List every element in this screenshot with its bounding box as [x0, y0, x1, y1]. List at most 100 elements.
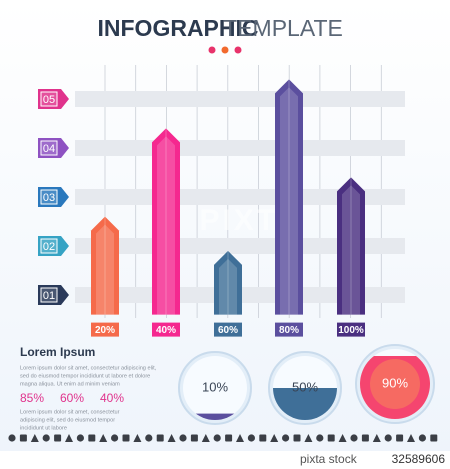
icon: [8, 434, 16, 442]
block-heading: Lorem Ipsum: [20, 345, 95, 359]
gauge-inner: [370, 359, 420, 409]
grid-band: [75, 140, 405, 156]
icon: [111, 434, 119, 442]
icon: [145, 434, 153, 442]
icon: [384, 434, 392, 442]
icon: [304, 434, 313, 442]
y-tick-label: 02: [43, 241, 55, 253]
dot: [221, 46, 229, 54]
footer-id: 32589606: [392, 452, 446, 466]
icon: [201, 434, 210, 442]
bar-face: [219, 258, 237, 315]
icon: [293, 434, 301, 442]
bar-face: [157, 136, 175, 315]
bar: [275, 79, 303, 315]
gauge-fill: [183, 413, 247, 420]
icon: [236, 434, 244, 442]
tick-badge: [38, 285, 69, 305]
icon: [350, 434, 358, 442]
y-tick-label: 03: [43, 192, 55, 204]
icon: [418, 434, 426, 442]
tick-badge-inner: [40, 91, 58, 107]
tick-badge: [38, 89, 69, 109]
tick-badge-inner: [40, 238, 58, 254]
paragraph-line: adipiscing elit, sed do eiusmod tempor: [20, 417, 115, 423]
gauge-label: 90%: [382, 375, 408, 390]
paragraph-line: sed do eiusmod tempor incididunt ut labo…: [20, 373, 150, 379]
category-box: [214, 322, 242, 337]
icon: [54, 434, 62, 442]
icon: [282, 434, 290, 442]
icon: [247, 434, 255, 442]
gauge-label: 50%: [292, 379, 318, 394]
y-tick-label: 04: [43, 143, 55, 155]
bar-face: [96, 224, 114, 315]
icon: [30, 434, 39, 442]
stat: 60%: [60, 391, 84, 405]
gauge-label: 10%: [202, 379, 228, 394]
tick-badge-inner: [40, 287, 58, 303]
category-box: [91, 322, 119, 337]
dot: [208, 46, 216, 54]
icon: [361, 434, 369, 442]
icon: [65, 434, 73, 442]
title-light: TEMPLATE: [223, 15, 343, 41]
icon: [430, 434, 438, 442]
icon: [99, 434, 108, 442]
icon: [122, 434, 130, 442]
icon-row: [8, 434, 438, 442]
grid-band: [75, 91, 405, 107]
tick-badge: [38, 187, 69, 207]
icon: [270, 434, 279, 442]
icon: [88, 434, 96, 442]
icon: [372, 434, 381, 442]
x-tick-label: 40%: [156, 325, 176, 336]
footer-strip: [0, 451, 450, 469]
icon: [338, 434, 347, 442]
x-tick-label: 80%: [279, 325, 299, 336]
bar: [214, 250, 242, 315]
category-box: [337, 322, 365, 337]
icon: [19, 434, 27, 442]
paragraph-line: incididunt ut labore: [20, 425, 67, 431]
icon: [156, 434, 164, 442]
icon: [76, 434, 84, 442]
tick-badge: [38, 138, 69, 158]
icon: [42, 434, 50, 442]
bar-face: [280, 87, 298, 315]
bar: [91, 216, 119, 315]
tick-badge-inner: [40, 140, 58, 156]
x-tick-label: 20%: [95, 325, 115, 336]
paragraph-line: Lorem ipsum dolor sit amet, consectetur …: [20, 365, 157, 371]
stat: 85%: [20, 391, 44, 405]
x-tick-label: 60%: [218, 325, 238, 336]
paragraph-line: magna aliqua. Ut enim ad minim veniam: [20, 381, 120, 387]
y-tick-label: 05: [43, 94, 55, 106]
tick-badge-inner: [40, 189, 58, 205]
bar-face: [342, 185, 360, 315]
icon: [396, 434, 404, 442]
icon: [327, 434, 335, 442]
icon: [133, 434, 142, 442]
icon: [179, 434, 187, 442]
x-tick-label: 100%: [338, 325, 364, 336]
y-tick-label: 01: [43, 290, 55, 302]
icon: [167, 434, 176, 442]
footer-brand: pixta stock: [300, 452, 358, 466]
icon: [225, 434, 233, 442]
bar: [337, 177, 365, 315]
icon: [213, 434, 221, 442]
icon: [316, 434, 324, 442]
paragraph-line: Lorem ipsum dolor sit amet, consectetur: [20, 409, 120, 415]
category-box: [152, 322, 180, 337]
gauge-face: [183, 356, 247, 420]
title-bold: INFOGRAPHIC: [98, 15, 259, 41]
icon: [407, 434, 415, 442]
tick-badge: [38, 236, 69, 256]
stat: 40%: [100, 391, 124, 405]
category-box: [275, 322, 303, 337]
dot: [234, 46, 242, 54]
icon: [259, 434, 267, 442]
icon: [190, 434, 198, 442]
